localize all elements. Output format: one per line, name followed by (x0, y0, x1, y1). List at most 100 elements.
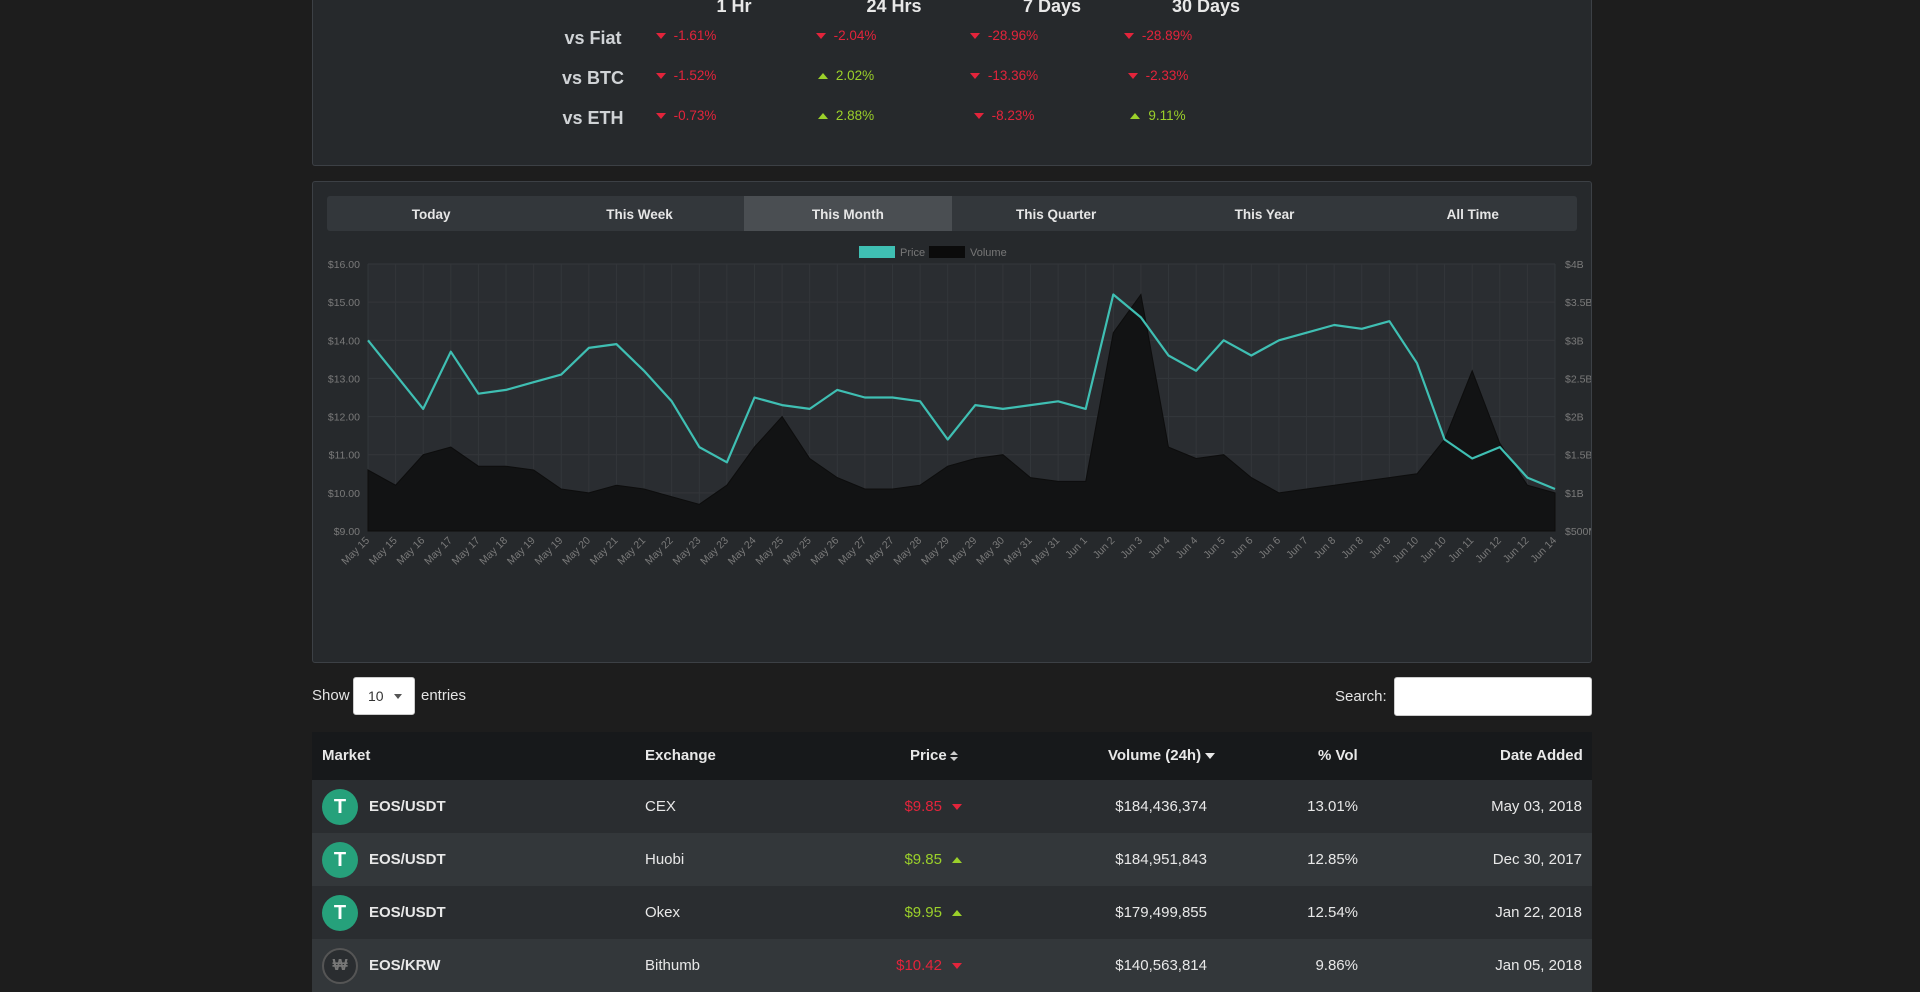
y-left-tick: $16.00 (328, 259, 360, 271)
change-value-text: -1.61% (674, 28, 717, 43)
x-tick: May 16 (394, 535, 427, 568)
tab-this-week[interactable]: This Week (535, 196, 743, 231)
x-tick: Jun 11 (1446, 535, 1476, 565)
y-left-tick: $9.00 (334, 526, 360, 538)
x-tick: May 19 (505, 535, 538, 568)
volume-cell: $140,563,814 (1115, 939, 1207, 992)
arrow-down-icon (656, 33, 666, 39)
th-date-added[interactable]: Date Added (1500, 732, 1583, 780)
arrow-down-icon (656, 113, 666, 119)
th-exchange[interactable]: Exchange (645, 732, 716, 780)
legend-label-price: Price (900, 247, 925, 259)
arrow-up-icon (952, 857, 962, 863)
th-pct-vol[interactable]: % Vol (1318, 732, 1358, 780)
x-tick: May 21 (615, 535, 648, 568)
y-left-tick: $14.00 (328, 335, 360, 347)
won-icon: ₩ (322, 948, 358, 984)
change-value-text: -28.96% (988, 28, 1038, 43)
x-tick: Jun 10 (1390, 535, 1421, 566)
tab-this-quarter[interactable]: This Quarter (952, 196, 1160, 231)
table-controls: Show 10 entries Search: (312, 677, 1592, 717)
y-right-tick: $1B (1565, 488, 1584, 500)
entries-label: entries (421, 687, 466, 704)
tab-this-year[interactable]: This Year (1160, 196, 1368, 231)
change-value: -8.23% (939, 108, 1069, 123)
y-right-tick: $2B (1565, 412, 1584, 424)
entries-value: 10 (368, 688, 384, 704)
change-value-text: 2.02% (836, 68, 874, 83)
x-tick: May 25 (753, 535, 786, 568)
search-input[interactable] (1394, 677, 1592, 716)
exchange-cell: Bithumb (645, 939, 700, 992)
date-added-cell: Dec 30, 2017 (1493, 833, 1582, 886)
exchange-cell: Huobi (645, 833, 684, 886)
change-value-text: -2.33% (1146, 68, 1189, 83)
x-tick: Jun 7 (1284, 535, 1311, 562)
market-link[interactable]: EOS/USDT (369, 886, 446, 939)
header-24hrs: 24 Hrs (834, 0, 954, 16)
x-tick: May 29 (947, 535, 980, 568)
x-tick: May 15 (339, 535, 372, 568)
y-left-tick: $12.00 (328, 412, 360, 424)
arrow-down-icon (656, 73, 666, 79)
th-price[interactable]: Price (910, 732, 958, 780)
x-tick: May 23 (671, 535, 704, 568)
legend-label-volume: Volume (970, 247, 1007, 259)
change-value-text: -28.89% (1142, 28, 1192, 43)
x-tick: May 27 (864, 535, 897, 568)
arrow-down-icon (970, 33, 980, 39)
price-value: $9.85 (904, 798, 942, 815)
change-value-text: 2.88% (836, 108, 874, 123)
x-tick: May 20 (560, 535, 593, 568)
tab-today[interactable]: Today (327, 196, 535, 231)
timeframe-tabs: Today This Week This Month This Quarter … (327, 196, 1577, 231)
legend-swatch-price (859, 246, 895, 258)
pct-vol-cell: 12.85% (1307, 833, 1358, 886)
arrow-down-icon (816, 33, 826, 39)
header-30days: 30 Days (1146, 0, 1266, 16)
change-value: -2.04% (781, 28, 911, 43)
x-tick: Jun 6 (1256, 535, 1283, 562)
change-value: -1.52% (621, 68, 751, 83)
volume-cell: $179,499,855 (1115, 886, 1207, 939)
sort-desc-icon (1205, 753, 1215, 759)
tab-all-time[interactable]: All Time (1369, 196, 1577, 231)
x-tick: May 19 (533, 535, 566, 568)
th-volume[interactable]: Volume (24h) (1108, 732, 1215, 780)
y-right-tick: $4B (1565, 259, 1584, 271)
change-value: -28.96% (939, 28, 1069, 43)
change-value-text: -0.73% (674, 108, 717, 123)
y-right-tick: $3.5B (1565, 297, 1591, 309)
change-panel: 1 Hr 24 Hrs 7 Days 30 Days vs Fiat vs BT… (312, 0, 1592, 166)
y-left-tick: $13.00 (328, 373, 360, 385)
arrow-up-icon (818, 113, 828, 119)
x-tick: May 30 (974, 535, 1007, 568)
th-market[interactable]: Market (322, 732, 370, 780)
tether-icon: T (322, 789, 358, 825)
price-value: $10.42 (896, 957, 942, 974)
market-link[interactable]: EOS/USDT (369, 780, 446, 833)
market-link[interactable]: EOS/USDT (369, 833, 446, 886)
pct-vol-cell: 12.54% (1307, 886, 1358, 939)
change-value: 2.02% (781, 68, 911, 83)
x-tick: Jun 8 (1312, 535, 1339, 562)
x-tick: May 25 (781, 535, 814, 568)
header-1hr: 1 Hr (674, 0, 794, 16)
x-tick: Jun 4 (1174, 535, 1201, 562)
x-tick: Jun 1 (1063, 535, 1090, 562)
change-value-text: -13.36% (988, 68, 1038, 83)
chevron-down-icon (394, 694, 402, 699)
entries-select[interactable]: 10 (353, 677, 415, 715)
table-header: Market Exchange Price Volume (24h) % Vol… (312, 732, 1592, 780)
legend-swatch-volume (929, 246, 965, 258)
change-value: 2.88% (781, 108, 911, 123)
market-link[interactable]: EOS/KRW (369, 939, 440, 992)
y-right-tick: $1.5B (1565, 450, 1591, 462)
x-tick: May 23 (698, 535, 731, 568)
tab-this-month[interactable]: This Month (744, 196, 952, 231)
